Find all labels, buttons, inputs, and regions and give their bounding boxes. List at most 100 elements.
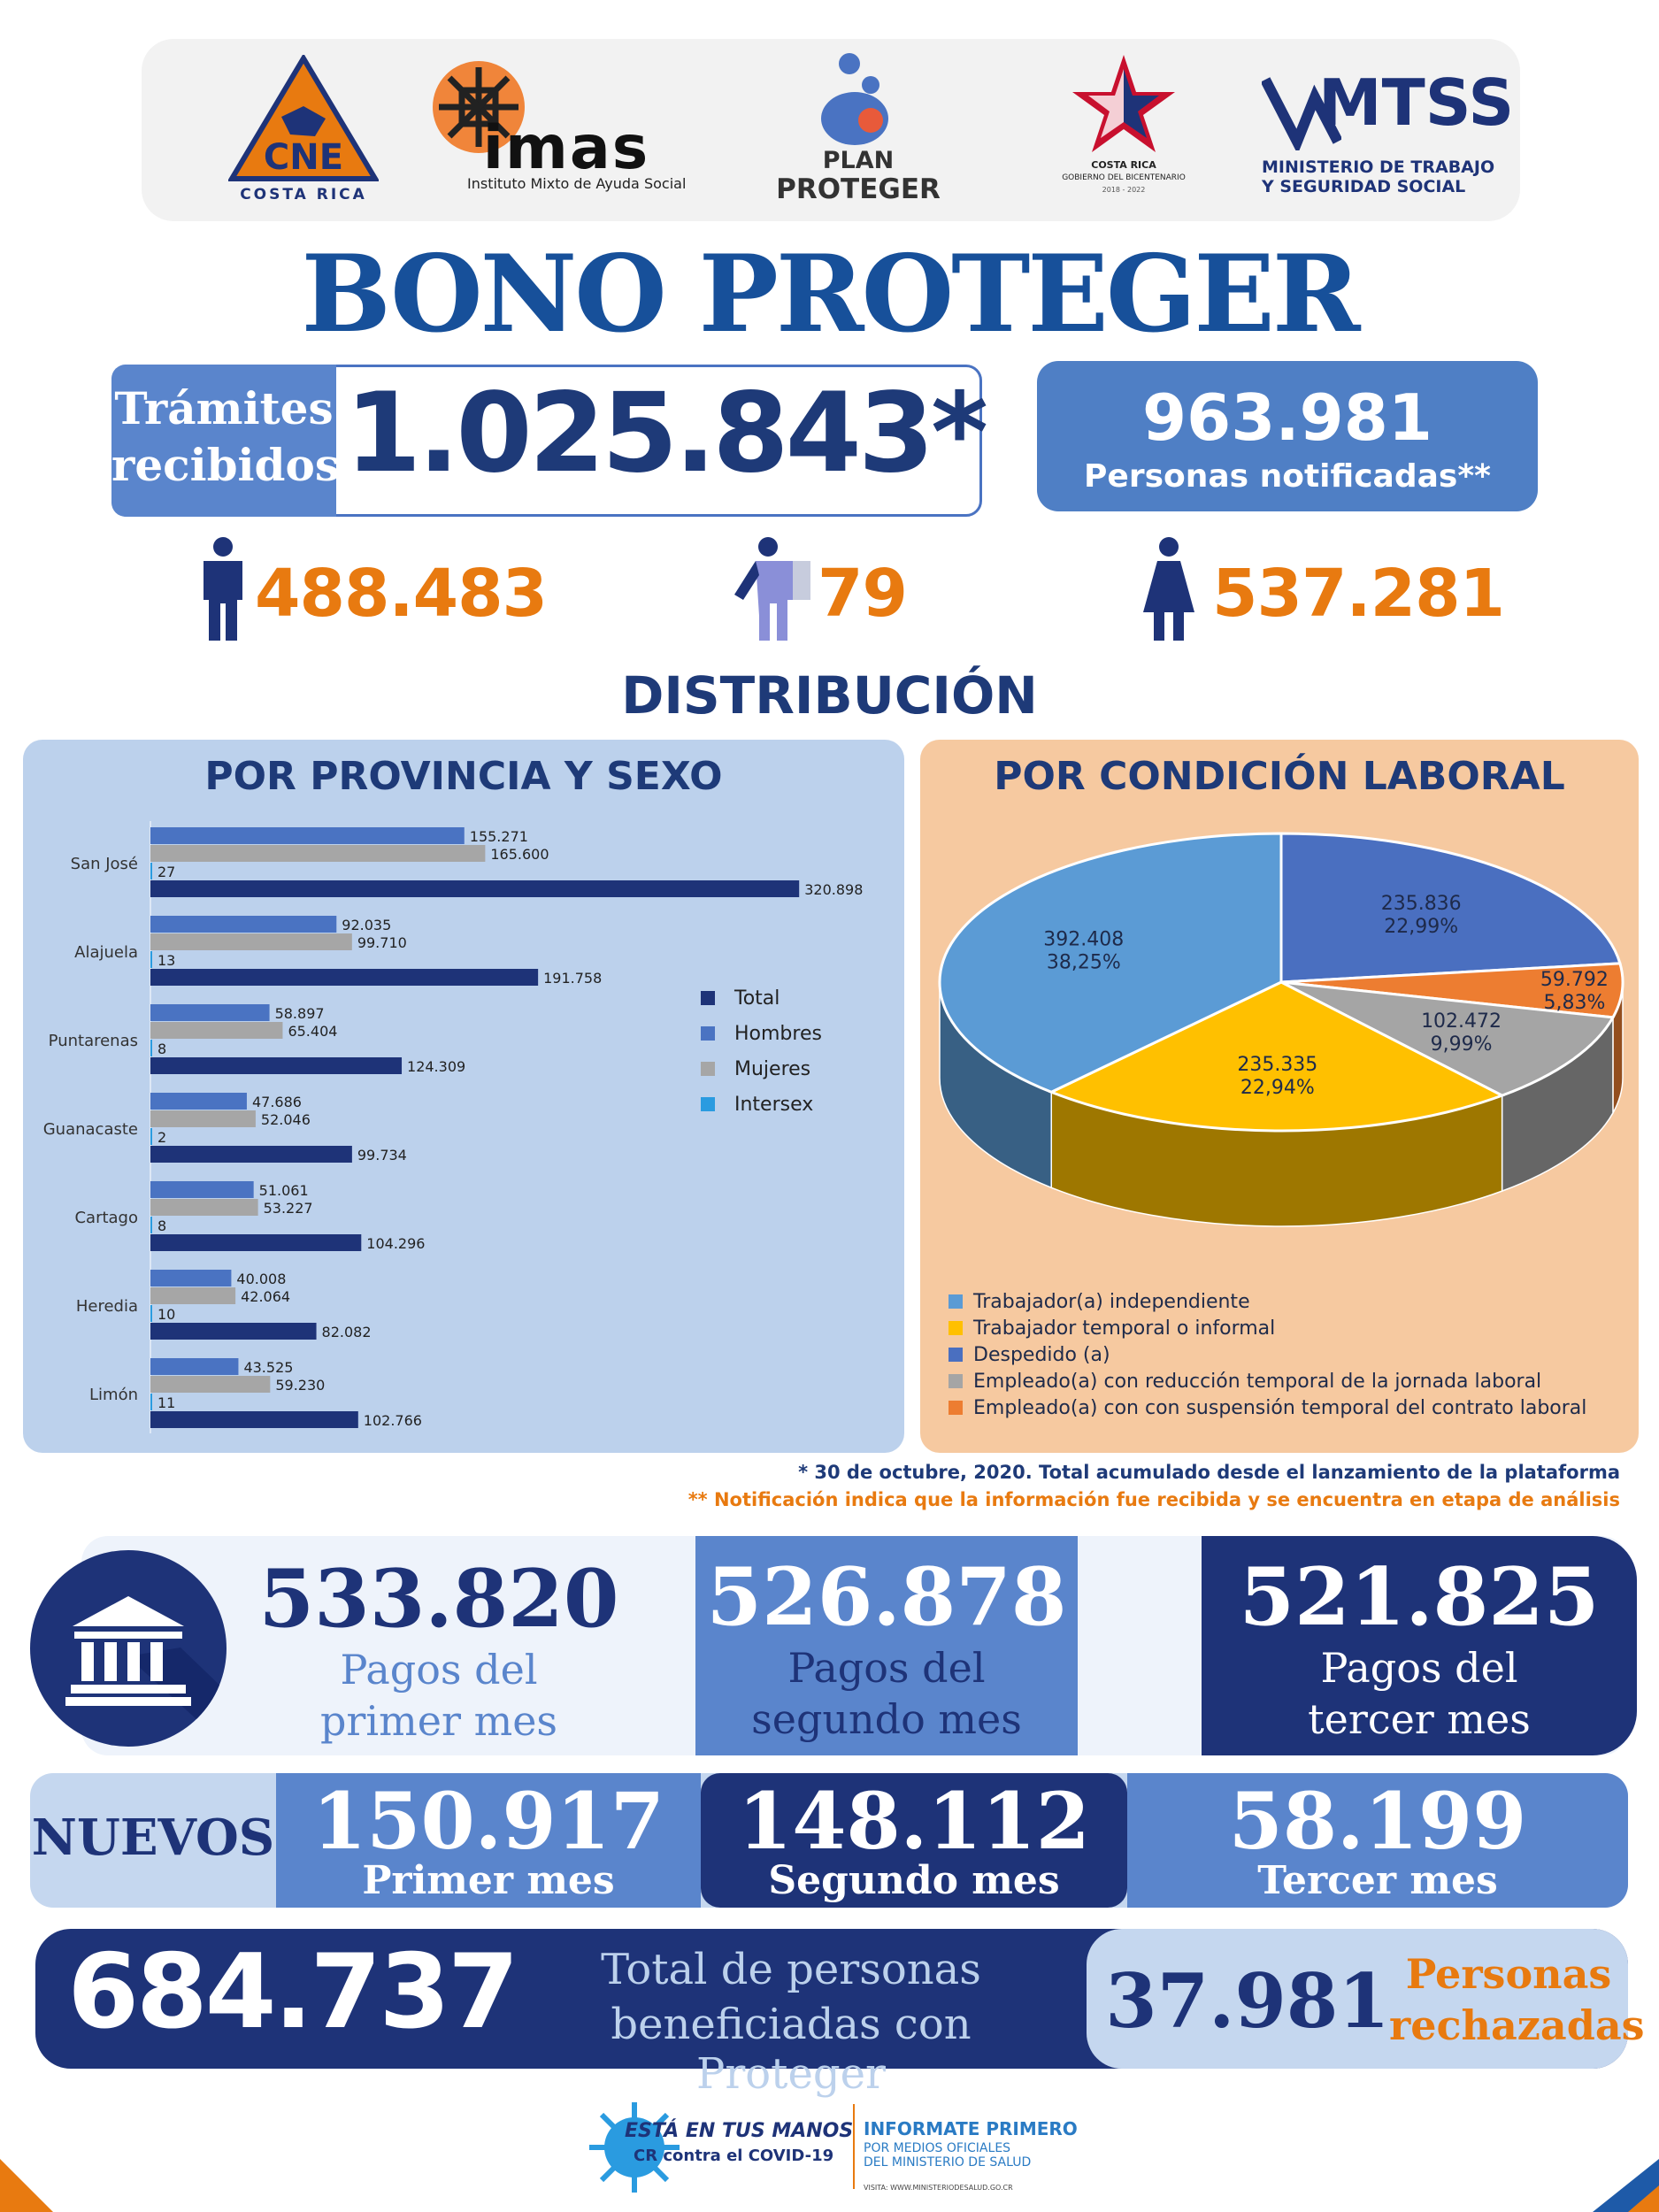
bar-value-label: 43.525: [243, 1359, 293, 1376]
bar-intersex: [150, 1305, 152, 1322]
pie-slice: [938, 832, 1283, 1094]
bar-category-label: Guanacaste: [43, 1120, 138, 1139]
bar-value-label: 104.296: [366, 1235, 425, 1252]
labor-legend-item: Empleado(a) con con suspensión temporal …: [949, 1394, 1639, 1421]
labor-legend-swatch: [949, 1348, 963, 1362]
tramites-label-line2: recibidos: [111, 439, 341, 491]
bar-total: [150, 1411, 358, 1428]
bar-category-label: Puntarenas: [49, 1032, 138, 1050]
nuevos-2-value: 148.112: [737, 1775, 1091, 1867]
imas-logo-mark: [433, 61, 525, 153]
tramites-label: Trámites recibidos: [111, 380, 341, 494]
bar-total: [150, 1234, 362, 1251]
bar-value-label: 51.061: [259, 1182, 309, 1199]
labor-legend-label: Empleado(a) con con suspensión temporal …: [973, 1396, 1587, 1419]
legend-swatch-intersex: [701, 1097, 715, 1111]
imas-logo-sub: Instituto Mixto de Ayuda Social: [467, 175, 687, 192]
men-count: 488.483: [255, 556, 548, 632]
legend-swatch-hombres: [701, 1026, 715, 1041]
info-line2: POR MEDIOS OFICIALES: [864, 2141, 1011, 2155]
bar-value-label: 2: [157, 1129, 166, 1146]
total-value: 684.737: [67, 1932, 518, 2052]
payment-1-value: 533.820: [258, 1552, 619, 1646]
bar-value-label: 102.766: [364, 1412, 422, 1429]
total-line2: beneficiadas con Proteger: [611, 2000, 972, 2099]
woman-icon: [1143, 537, 1194, 641]
distribution-title: DISTRIBUCIÓN: [621, 665, 1038, 726]
bar-value-label: 47.686: [252, 1094, 302, 1110]
gobierno-line1: COSTA RICA: [1091, 159, 1156, 171]
bar-category-label: Limón: [89, 1386, 138, 1404]
pie-slice: [1048, 980, 1506, 1133]
footer-divider: [853, 2104, 855, 2189]
nuevos-3-value: 58.199: [1228, 1775, 1527, 1867]
women-count: 537.281: [1212, 556, 1505, 632]
bar-value-label: 27: [157, 864, 175, 880]
bar-mujeres: [150, 845, 486, 862]
info-line1: INFORMATE PRIMERO: [864, 2118, 1078, 2139]
pie-percent-label: 5,83%: [1543, 992, 1605, 1014]
payment-2-line1: Pagos del: [787, 1644, 986, 1692]
bank-icon-circle: [30, 1550, 227, 1747]
bar-value-label: 99.734: [357, 1147, 407, 1164]
footer-accent: [0, 2159, 1659, 2212]
bar-value-label: 11: [157, 1394, 175, 1411]
bar-total: [150, 880, 800, 897]
bar-total: [150, 969, 539, 986]
nuevos-3-label: Tercer mes: [1257, 1858, 1498, 1903]
bar-intersex: [150, 863, 152, 879]
labor-legend-label: Trabajador temporal o informal: [973, 1317, 1276, 1340]
bar-mujeres: [150, 1022, 283, 1039]
rechazadas-box: [1087, 1929, 1628, 2069]
bar-hombres: [150, 916, 337, 933]
pie-percent-label: 9,99%: [1431, 1033, 1493, 1056]
bar-hombres: [150, 1358, 239, 1375]
campaign-line1: ESTÁ EN TUS MANOS: [625, 2120, 854, 2142]
bar-value-label: 165.600: [490, 846, 549, 863]
labor-legend-swatch: [949, 1401, 963, 1415]
province-chart-title: POR PROVINCIA Y SEXO: [204, 754, 723, 799]
bar-value-label: 58.897: [275, 1005, 325, 1022]
visit-url: VISITA: WWW.MINISTERIODESALUD.GO.CR: [864, 2184, 1013, 2192]
bar-value-label: 92.035: [342, 917, 391, 933]
bar-mujeres: [150, 1199, 258, 1216]
bar-value-label: 155.271: [470, 828, 528, 845]
tramites-label-line1: Trámites: [114, 382, 334, 434]
bar-value-label: 13: [157, 952, 175, 969]
nuevos-label: NUEVOS: [31, 1809, 275, 1867]
bar-value-label: 8: [157, 1041, 166, 1057]
labor-legend-item: Trabajador temporal o informal: [949, 1315, 1639, 1341]
plan-logo-line2: PROTEGER: [776, 173, 941, 205]
footnote-1: * 30 de octubre, 2020. Total acumulado d…: [798, 1462, 1620, 1483]
bar-value-label: 191.758: [543, 970, 602, 987]
notificadas-value: 963.981: [1142, 380, 1432, 455]
payment-3-value: 521.825: [1239, 1550, 1600, 1644]
bar-mujeres: [150, 1287, 236, 1304]
bar-mujeres: [150, 933, 352, 950]
pie-value-label: 235.335: [1237, 1054, 1317, 1076]
bar-value-label: 8: [157, 1217, 166, 1234]
pie-value-label: 59.792: [1540, 969, 1609, 991]
legend-label: Hombres: [734, 1023, 822, 1045]
bar-value-label: 52.046: [261, 1111, 311, 1128]
rechazadas-line1: Personas: [1405, 1950, 1612, 1998]
legend-swatch-total: [701, 991, 715, 1005]
cne-logo: [228, 55, 379, 181]
legend-label: Total: [733, 987, 780, 1010]
notificadas-label: Personas notificadas**: [1084, 458, 1491, 495]
nuevos-1-value: 150.917: [311, 1775, 665, 1867]
labor-legend-item: Trabajador(a) independiente: [949, 1288, 1639, 1315]
gobierno-line2: GOBIERNO DEL BICENTENARIO: [1062, 173, 1186, 182]
bar-hombres: [150, 1181, 254, 1198]
legend-swatch-mujeres: [701, 1062, 715, 1076]
campaign-line2: CR contra el COVID-19: [634, 2147, 834, 2165]
bar-mujeres: [150, 1376, 271, 1393]
labor-legend-label: Empleado(a) con reducción temporal de la…: [973, 1370, 1542, 1393]
bar-mujeres: [150, 1110, 256, 1127]
bar-intersex: [150, 1394, 152, 1410]
labor-legend-label: Despedido (a): [973, 1343, 1110, 1366]
legend-label: Mujeres: [734, 1058, 810, 1080]
bar-category-label: San José: [71, 855, 138, 873]
payment-3-line1: Pagos del: [1320, 1644, 1518, 1692]
